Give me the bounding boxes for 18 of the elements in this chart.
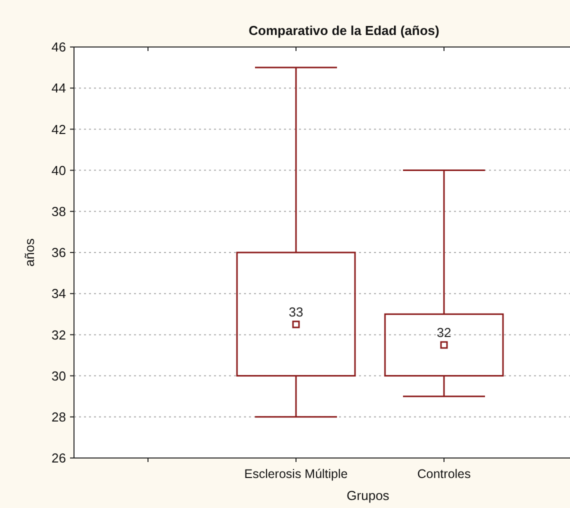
y-tick-label: 44: [52, 80, 66, 96]
y-tick-label: 46: [52, 40, 66, 55]
y-tick-label: 30: [52, 368, 66, 384]
y-tick-label: 32: [52, 327, 66, 342]
y-tick-label: 36: [52, 245, 66, 260]
x-tick-label: Esclerosis Múltiple: [244, 467, 348, 481]
y-tick-label: 26: [52, 450, 66, 466]
x-tick-label: Controles: [417, 467, 471, 481]
y-tick-label: 38: [52, 204, 66, 219]
y-tick-label: 28: [52, 409, 66, 424]
y-tick-label: 34: [52, 286, 66, 302]
x-axis-title: Grupos: [346, 488, 390, 503]
y-tick-label: 40: [52, 162, 66, 178]
y-axis-title: años: [22, 238, 37, 267]
annotation: 33: [288, 304, 304, 320]
annotation: 32: [436, 324, 452, 340]
y-tick-label: 42: [52, 122, 66, 137]
chart-title: Comparativo de la Edad (años): [248, 23, 440, 38]
